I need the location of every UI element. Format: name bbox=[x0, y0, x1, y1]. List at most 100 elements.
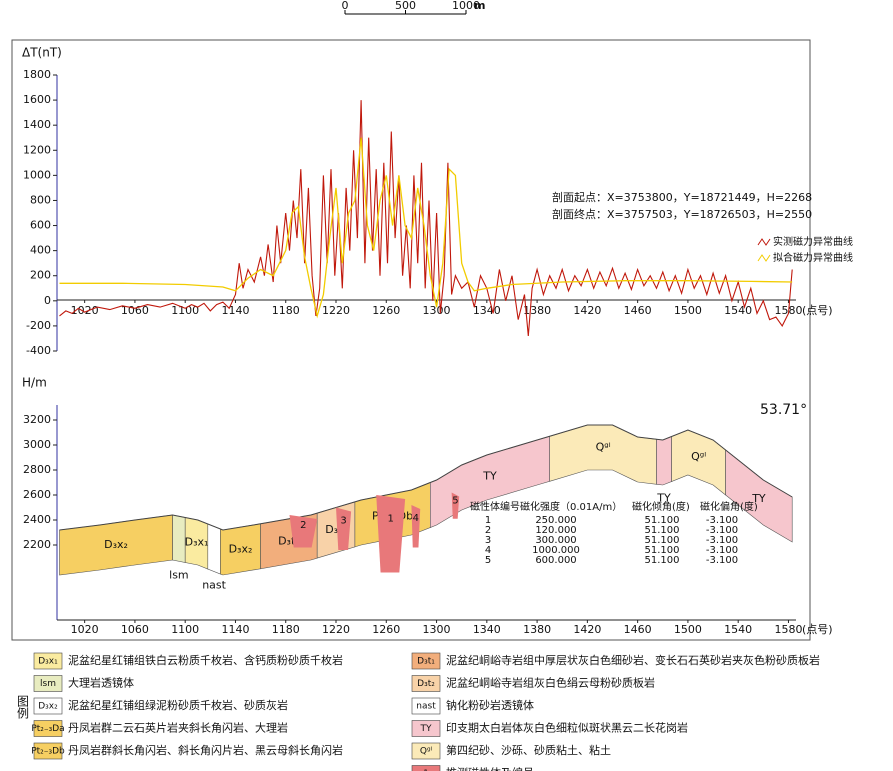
body-label: 5 bbox=[452, 495, 458, 506]
legend-swatch bbox=[757, 238, 771, 246]
legend-code: 1 bbox=[423, 769, 429, 771]
y-tick-label: 1800 bbox=[23, 68, 51, 81]
legend-swatch bbox=[33, 675, 63, 692]
x-tick-label: 1020 bbox=[71, 623, 99, 636]
table-cell: -3.100 bbox=[706, 545, 738, 556]
unit-label: TY bbox=[482, 470, 497, 483]
x-tick-label: 1460 bbox=[624, 304, 652, 317]
y-tick-label: 2400 bbox=[23, 513, 51, 526]
table-cell: -3.100 bbox=[706, 525, 738, 536]
x-tick-label: 1340 bbox=[473, 304, 501, 317]
x-tick-label: 1540 bbox=[724, 623, 752, 636]
magnetic-body bbox=[289, 515, 318, 548]
x-axis-label: (点号) bbox=[802, 623, 833, 636]
series-line bbox=[59, 137, 793, 319]
table-header: 磁性体编号 bbox=[470, 500, 520, 513]
legend-swatch bbox=[33, 742, 63, 760]
y-tick-label: 1400 bbox=[23, 118, 51, 131]
scale-label: 1000 bbox=[452, 0, 480, 12]
legend-text: 印支期太白岩体灰白色细粒似斑状黑云二长花岗岩 bbox=[446, 721, 688, 735]
y-axis-label: H/m bbox=[22, 376, 47, 390]
legend-title: 图例 bbox=[16, 695, 30, 719]
unit-label: D₃x₁ bbox=[185, 535, 209, 548]
frame bbox=[11, 39, 811, 641]
table-cell: 4 bbox=[485, 545, 491, 556]
x-tick-label: 1420 bbox=[573, 623, 601, 636]
legend-code: TY bbox=[420, 724, 432, 734]
x-tick-label: 1540 bbox=[724, 304, 752, 317]
legend-code: Pt₂₋₃Da bbox=[31, 724, 64, 734]
legend-swatch bbox=[411, 675, 441, 692]
x-tick-label: 1100 bbox=[171, 623, 199, 636]
table-cell: 3 bbox=[485, 535, 491, 546]
legend-code: D₃x₁ bbox=[38, 657, 58, 667]
y-tick-label: 1000 bbox=[23, 168, 51, 181]
x-tick-label: 1020 bbox=[71, 304, 99, 317]
x-tick-label: 1100 bbox=[171, 304, 199, 317]
unit-label: D₃x₂ bbox=[229, 543, 253, 556]
legend-text: 泥盆纪星红铺组绿泥粉砂质千枚岩、砂质灰岩 bbox=[68, 698, 288, 712]
legend-text: 推测磁性体及编号 bbox=[446, 766, 534, 771]
legend-code: D₃t₁ bbox=[417, 657, 435, 667]
legend-text: 泥盆纪星红铺组铁白云粉质千枚岩、含钙质粉砂质千枚岩 bbox=[68, 653, 343, 667]
x-tick-label: 1220 bbox=[322, 304, 350, 317]
table-header: 磁化偏角(度) bbox=[700, 500, 758, 513]
legend-code: lsm bbox=[40, 679, 56, 689]
magnetic-body bbox=[411, 505, 421, 548]
x-tick-label: 1500 bbox=[674, 304, 702, 317]
table-cell: 51.100 bbox=[645, 545, 680, 556]
x-tick-label: 1420 bbox=[573, 304, 601, 317]
x-tick-label: 1460 bbox=[624, 623, 652, 636]
magnetic-body bbox=[336, 507, 352, 550]
y-tick-label: 3200 bbox=[23, 413, 51, 426]
x-tick-label: 1140 bbox=[221, 304, 249, 317]
legend-swatch bbox=[411, 652, 441, 670]
y-tick-label: 2600 bbox=[23, 488, 51, 501]
x-tick-label: 1060 bbox=[121, 623, 149, 636]
x-tick-label: 1340 bbox=[473, 623, 501, 636]
y-tick-label: 3000 bbox=[23, 438, 51, 451]
scale-label: 0 bbox=[342, 0, 349, 12]
legend-text: 大理岩透镜体 bbox=[68, 676, 134, 690]
x-tick-label: 1260 bbox=[372, 304, 400, 317]
annotation: 剖面起点：X=3753800，Y=18721449，H=2268 bbox=[552, 190, 812, 204]
unit-label: TY bbox=[656, 492, 671, 505]
legend-code: Qᵍˡ bbox=[420, 747, 433, 757]
legend-code: nast bbox=[416, 702, 436, 712]
legend-swatch bbox=[33, 720, 63, 737]
magnetic-body bbox=[376, 495, 406, 573]
x-tick-label: 1300 bbox=[423, 623, 451, 636]
table-cell: 2 bbox=[485, 525, 491, 536]
legend-code: D₃t₂ bbox=[417, 679, 435, 689]
x-tick-label: 1140 bbox=[221, 623, 249, 636]
x-tick-label: 1180 bbox=[272, 304, 300, 317]
x-tick-label: 1580 bbox=[774, 623, 802, 636]
legend-swatch bbox=[411, 720, 441, 737]
rock-unit bbox=[172, 514, 186, 563]
body-label: 1 bbox=[387, 513, 393, 524]
legend-code: Pt₂₋₃Db bbox=[31, 747, 65, 757]
x-tick-label: 1380 bbox=[523, 623, 551, 636]
table-cell: 1 bbox=[485, 515, 491, 526]
unit-label: TY bbox=[751, 492, 766, 505]
body-label: 3 bbox=[340, 515, 346, 526]
table-cell: 5 bbox=[485, 555, 491, 566]
table-header: 磁化强度（0.01A/m） bbox=[520, 500, 622, 513]
legend-label: 实测磁力异常曲线 bbox=[773, 235, 853, 248]
y-tick-label: -400 bbox=[26, 344, 51, 357]
legend-text: 泥盆纪峒峪寺岩组中厚层状灰白色细砂岩、变长石石英砂岩夹灰色粉砂质板岩 bbox=[446, 653, 820, 667]
terrain-line bbox=[59, 424, 793, 531]
x-tick-label: 1180 bbox=[272, 623, 300, 636]
legend-swatch bbox=[33, 652, 63, 670]
y-tick-label: 0 bbox=[44, 294, 51, 307]
legend-swatch bbox=[411, 697, 441, 715]
legend-code: D₃x₂ bbox=[38, 702, 58, 712]
x-axis-label: (点号) bbox=[802, 304, 833, 317]
y-tick-label: 400 bbox=[30, 244, 51, 257]
table-cell: -3.100 bbox=[706, 535, 738, 546]
unit-label: lsm bbox=[169, 568, 189, 581]
legend-text: 第四纪砂、沙砾、砂质粘土、粘土 bbox=[446, 743, 611, 757]
table-cell: 250.000 bbox=[535, 515, 576, 526]
